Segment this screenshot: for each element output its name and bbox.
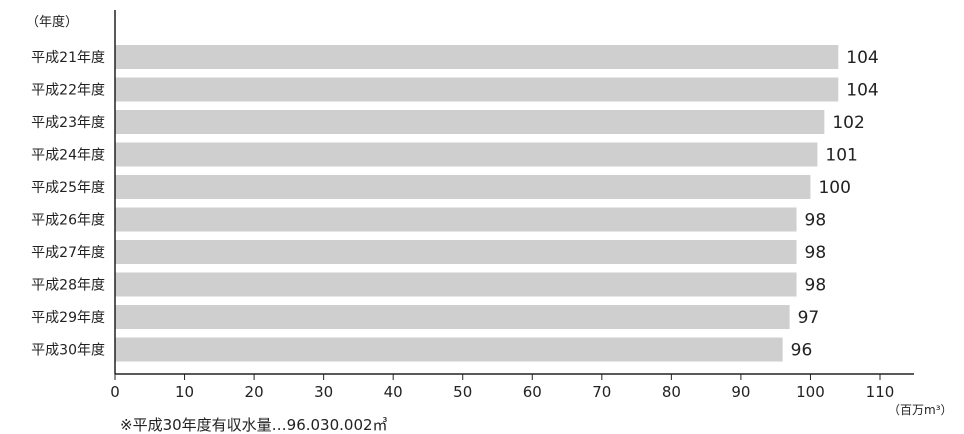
- category-label: 平成24年度: [31, 148, 105, 164]
- category-label: 平成27年度: [31, 245, 105, 261]
- category-label: 平成22年度: [31, 83, 105, 99]
- bar: [115, 175, 811, 199]
- x-tick-label: 30: [314, 383, 333, 401]
- value-label: 102: [832, 113, 864, 133]
- value-labels-group: 104 104 102 101 100 98 98 98 97 96: [791, 48, 879, 361]
- bar: [115, 337, 783, 362]
- x-axis-unit-label: （百万m³）: [888, 403, 953, 417]
- category-label: 平成25年度: [31, 180, 105, 196]
- value-label: 104: [846, 81, 878, 101]
- value-label: 98: [805, 243, 827, 263]
- x-tick-label: 20: [245, 383, 264, 401]
- bar: [115, 240, 797, 264]
- value-label: 98: [805, 276, 827, 296]
- x-tick-label: 90: [731, 383, 750, 401]
- value-label: 96: [791, 341, 813, 361]
- value-label: 100: [818, 178, 850, 198]
- bar: [115, 272, 797, 297]
- bar: [115, 110, 825, 134]
- x-tick-label: 60: [523, 383, 542, 401]
- x-ticks-group: 0 10 20 30 40 50 60 70 80 90 100 110: [110, 374, 894, 401]
- y-axis-label: （年度）: [26, 14, 78, 30]
- category-label: 平成23年度: [31, 115, 105, 131]
- bars-group: [115, 45, 839, 362]
- x-tick-label: 100: [796, 383, 825, 401]
- category-label: 平成29年度: [31, 310, 105, 326]
- bar: [115, 77, 839, 102]
- bar: [115, 142, 818, 167]
- value-label: 97: [798, 308, 820, 328]
- x-tick-label: 70: [592, 383, 611, 401]
- category-label: 平成28年度: [31, 278, 105, 294]
- x-tick-label: 10: [175, 383, 194, 401]
- bar: [115, 305, 790, 329]
- x-tick-label: 50: [453, 383, 472, 401]
- x-tick-label: 40: [384, 383, 403, 401]
- x-tick-label: 0: [110, 383, 120, 401]
- category-label: 平成30年度: [31, 343, 105, 359]
- value-label: 104: [846, 48, 878, 68]
- bar: [115, 207, 797, 232]
- bar: [115, 45, 839, 69]
- category-label: 平成26年度: [31, 213, 105, 229]
- category-label: 平成21年度: [31, 50, 105, 66]
- x-tick-label: 110: [866, 383, 895, 401]
- value-label: 101: [825, 146, 857, 166]
- value-label: 98: [805, 211, 827, 231]
- x-tick-label: 80: [662, 383, 681, 401]
- category-labels-group: 平成21年度平成22年度平成23年度平成24年度平成25年度平成26年度平成27…: [31, 50, 105, 359]
- footnote: ※平成30年度有収水量…96.030.002㎥: [120, 416, 388, 434]
